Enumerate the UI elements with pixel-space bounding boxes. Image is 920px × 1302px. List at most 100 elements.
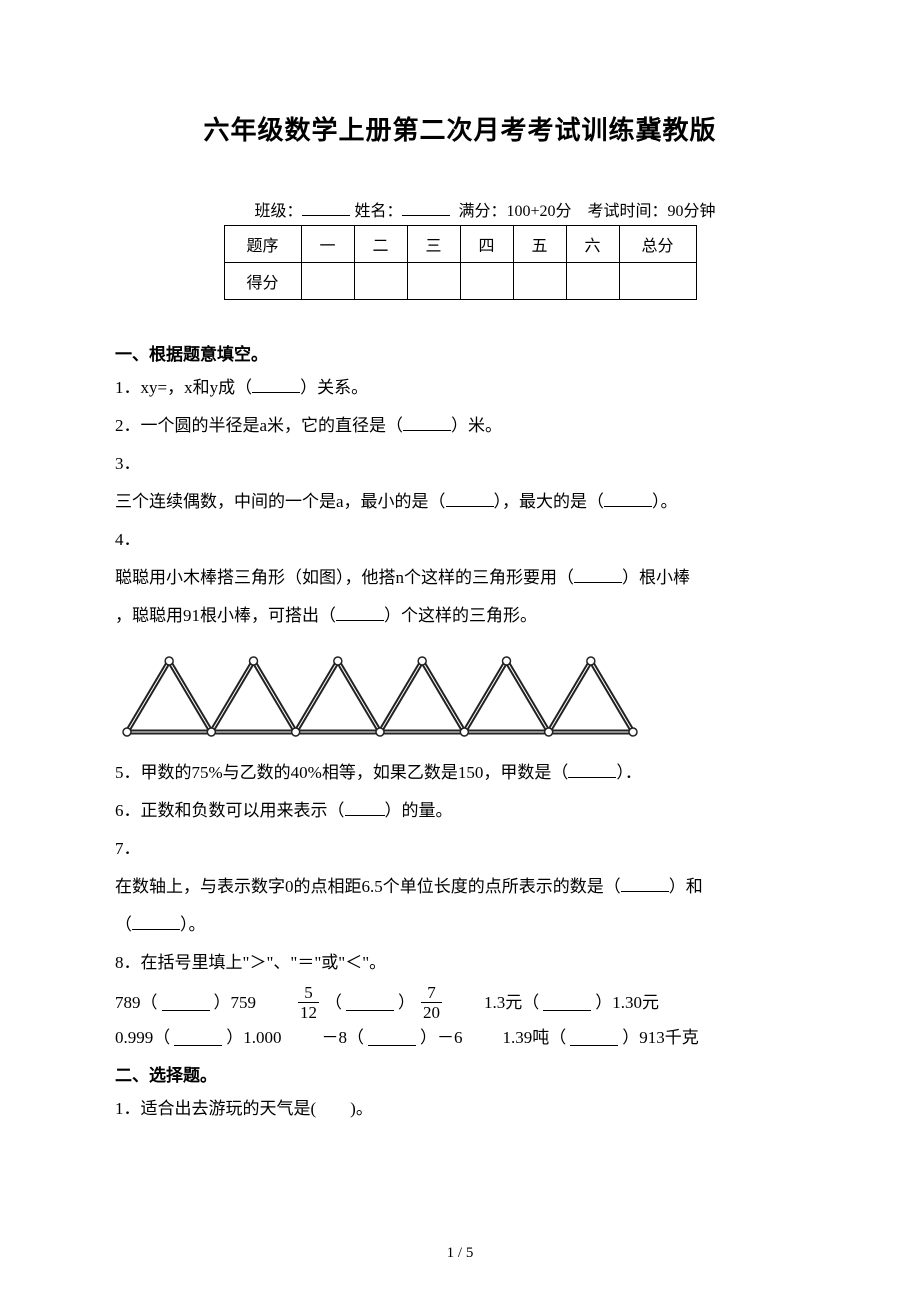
text: 1．xy=，x和y成（ (115, 378, 252, 397)
text: ）759 (214, 986, 257, 1020)
text: ），最大的是（ (494, 492, 605, 511)
name-blank (402, 199, 450, 216)
cell-blank (460, 263, 513, 300)
text: 1.39吨（ (503, 1021, 567, 1055)
section-2-head: 二、选择题。 (115, 1061, 805, 1086)
text: 聪聪用小木棒搭三角形（如图），他搭n个这样的三角形要用（ (115, 568, 574, 587)
cell-total: 总分 (619, 226, 696, 263)
fill-blank (346, 994, 394, 1010)
class-blank (302, 199, 350, 216)
cell-sec-3: 三 (407, 226, 460, 263)
s1-q7-line1: 在数轴上，与表示数字0的点相距6.5个单位长度的点所表示的数是（ ）和 (115, 870, 805, 904)
text: 1.3元（ (484, 986, 539, 1020)
cell-blank (566, 263, 619, 300)
text: 2．一个圆的半径是a米，它的直径是（ (115, 416, 403, 435)
compare-item: 789（ ）759 (115, 986, 256, 1020)
fill-blank (621, 876, 669, 892)
numerator: 7 (421, 984, 442, 1002)
fill-blank (403, 415, 451, 431)
fraction: 720 (421, 984, 442, 1021)
s1-q5: 5．甲数的75%与乙数的40%相等，如果乙数是150，甲数是（ ）． (115, 756, 805, 790)
s1-q8-row1: 789（ ）759 512 （ ） 720 1.3元（ ）1.30元 (115, 984, 805, 1021)
time-label: 考试时间：90分钟 (588, 203, 716, 220)
page-title: 六年级数学上册第二次月考考试训练冀教版 (115, 110, 805, 147)
s1-q8-head: 8．在括号里填上"＞"、"＝"或"＜"。 (115, 946, 805, 980)
text: ）－6 (420, 1021, 463, 1055)
text: （ (325, 986, 342, 1020)
text: ）关系。 (300, 378, 368, 397)
fill-blank (252, 377, 300, 393)
cell-row2-label: 得分 (224, 263, 301, 300)
fill-blank (570, 1030, 618, 1046)
meta-row: 班级： 姓名： 满分：100+20分 考试时间：90分钟 (165, 197, 805, 221)
fill-blank (174, 1030, 222, 1046)
cell-blank (619, 263, 696, 300)
cell-row1-label: 题序 (224, 226, 301, 263)
cell-sec-1: 一 (301, 226, 354, 263)
s1-q4-line2: ，聪聪用91根小棒，可搭出（）个这样的三角形。 (115, 599, 805, 633)
text: ）根小棒 (622, 568, 690, 587)
text: 5．甲数的75%与乙数的40%相等，如果乙数是150，甲数是（ (115, 763, 568, 782)
score-table: 题序 一 二 三 四 五 六 总分 得分 (224, 225, 697, 300)
compare-item: －8（）－6 (322, 1021, 463, 1055)
fill-blank (345, 800, 385, 816)
text: ）。 (180, 915, 206, 934)
table-row-header: 题序 一 二 三 四 五 六 总分 (224, 226, 696, 263)
s2-q1: 1．适合出去游玩的天气是( )。 (115, 1092, 805, 1126)
matchstick-triangle-figure (115, 649, 645, 744)
denominator: 12 (298, 1002, 319, 1021)
text: 6．正数和负数可以用来表示（ (115, 801, 345, 820)
s1-q7-head: 7． (115, 832, 805, 866)
text: （ (115, 915, 132, 934)
text: ）的量。 (385, 801, 453, 820)
compare-item: 1.3元（ ）1.30元 (484, 986, 659, 1020)
fill-blank (446, 491, 494, 507)
page-number: 1 / 5 (0, 1245, 920, 1262)
section-1-head: 一、根据题意填空。 (115, 340, 805, 365)
text: ）913千克 (622, 1021, 699, 1055)
text: ）1.000 (226, 1021, 281, 1055)
fill-blank (574, 567, 622, 583)
s1-q4-line1: 聪聪用小木棒搭三角形（如图），他搭n个这样的三角形要用（ ）根小棒 (115, 561, 805, 595)
page: 六年级数学上册第二次月考考试训练冀教版 班级： 姓名： 满分：100+20分 考… (0, 0, 920, 1302)
text: 789（ (115, 986, 158, 1020)
fill-blank (543, 994, 591, 1010)
cell-blank (301, 263, 354, 300)
s1-q4-head: 4． (115, 523, 805, 557)
fill-blank (568, 762, 616, 778)
fraction: 512 (298, 984, 319, 1021)
text: ）和 (669, 877, 703, 896)
text: 三个连续偶数，中间的一个是a，最小的是（ (115, 492, 446, 511)
cell-blank (407, 263, 460, 300)
numerator: 5 (298, 984, 319, 1002)
name-label: 姓名： (354, 203, 402, 220)
cell-sec-5: 五 (513, 226, 566, 263)
s1-q3-head: 3． (115, 447, 805, 481)
cell-sec-2: 二 (354, 226, 407, 263)
fill-blank (368, 1030, 416, 1046)
s1-q8-row2: 0.999（ ）1.000 －8（）－6 1.39吨（ ）913千克 (115, 1021, 805, 1055)
compare-item: 512 （ ） 720 (296, 984, 444, 1021)
cell-sec-4: 四 (460, 226, 513, 263)
text: ）． (616, 763, 642, 782)
fill-blank (162, 994, 210, 1010)
fill-blank (132, 914, 180, 930)
text: ）1.30元 (595, 986, 659, 1020)
fullscore-label: 满分：100+20分 (458, 203, 571, 220)
class-label: 班级： (254, 203, 302, 220)
text: ）米。 (451, 416, 502, 435)
s1-q6: 6．正数和负数可以用来表示（ ）的量。 (115, 794, 805, 828)
cell-blank (513, 263, 566, 300)
text: 在数轴上，与表示数字0的点相距6.5个单位长度的点所表示的数是（ (115, 877, 621, 896)
cell-blank (354, 263, 407, 300)
text: 0.999（ (115, 1021, 170, 1055)
s1-q1: 1．xy=，x和y成（ ）关系。 (115, 371, 805, 405)
table-row-score: 得分 (224, 263, 696, 300)
compare-item: 1.39吨（ ）913千克 (503, 1021, 699, 1055)
denominator: 20 (421, 1002, 442, 1021)
s1-q2: 2．一个圆的半径是a米，它的直径是（ ）米。 (115, 409, 805, 443)
compare-item: 0.999（ ）1.000 (115, 1021, 282, 1055)
text: ） (398, 986, 415, 1020)
s1-q7-line2: （ ）。 (115, 908, 805, 942)
fill-blank (604, 491, 652, 507)
